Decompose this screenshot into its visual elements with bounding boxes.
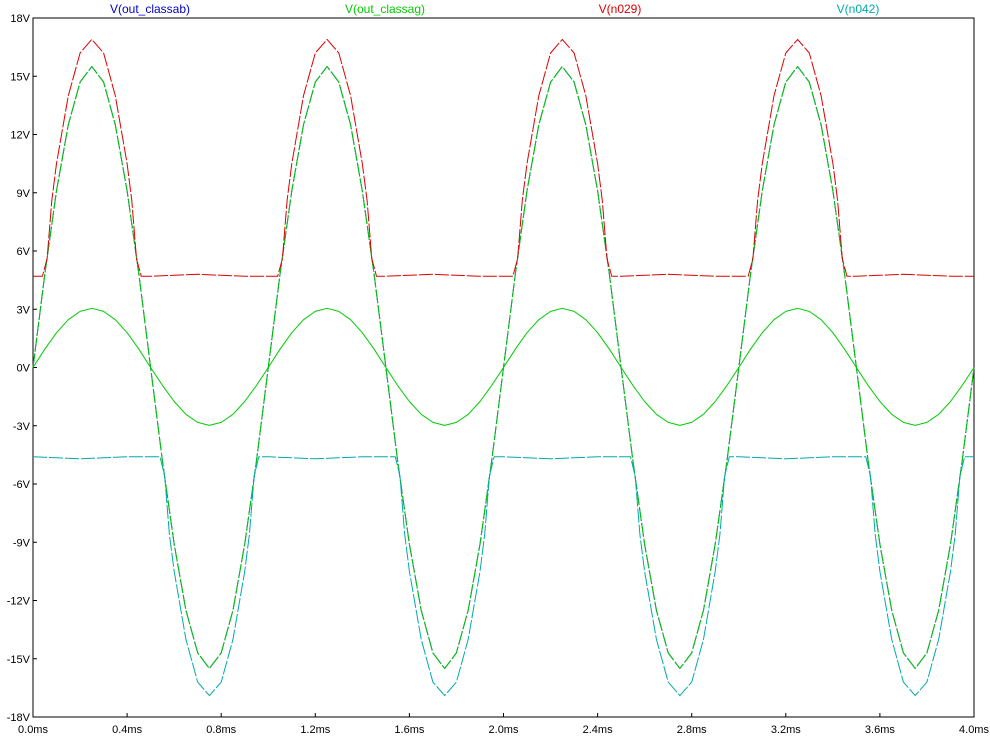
y-tick-label: 15V xyxy=(10,71,30,83)
x-tick-label: 3.6ms xyxy=(865,724,895,736)
x-tick-label: 0.8ms xyxy=(206,724,236,736)
x-tick-label: 4.0ms xyxy=(959,724,989,736)
x-tick-label: 0.4ms xyxy=(112,724,142,736)
y-tick-label: 18V xyxy=(10,13,30,25)
y-tick-label: -3V xyxy=(13,421,31,433)
series-line-v-n042--4 xyxy=(32,456,974,697)
x-tick-label: 3.2ms xyxy=(771,724,801,736)
y-tick-label: -18V xyxy=(7,712,31,724)
y-tick-label: -12V xyxy=(7,596,31,608)
legend-label-v-n042: V(n042) xyxy=(837,2,880,16)
y-tick-label: 9V xyxy=(17,188,31,200)
x-tick-label: 1.2ms xyxy=(300,724,330,736)
series-line-v-out-classag--2 xyxy=(32,307,975,426)
x-tick-label: 2.4ms xyxy=(583,724,613,736)
x-tick-label: 1.6ms xyxy=(394,724,424,736)
y-tick-label: -6V xyxy=(13,479,31,491)
legend: V(out_classab) V(out_classag) V(n029) V(… xyxy=(110,2,879,16)
legend-label-v-n029: V(n029) xyxy=(599,2,642,16)
legend-label-v-out-classab: V(out_classab) xyxy=(110,2,190,16)
y-tick-label: 12V xyxy=(10,130,30,142)
legend-label-v-out-classag: V(out_classag) xyxy=(345,2,425,16)
x-tick-label: 2.8ms xyxy=(677,724,707,736)
y-tick-label: 6V xyxy=(17,246,31,258)
y-axis: 18V 15V 12V 9V 6V 3V 0V -3V -6V -9V -12V -15V -18V xyxy=(7,13,37,724)
series-layer xyxy=(32,38,975,697)
y-tick-label: -15V xyxy=(7,654,31,666)
x-tick-label: 2.0ms xyxy=(489,724,519,736)
x-axis: 0.0ms 0.4ms 0.8ms 1.2ms 1.6ms 2.0ms 2.4ms 2.8ms… xyxy=(18,713,989,736)
series-line-v-n029--3 xyxy=(33,38,974,277)
y-tick-label: 0V xyxy=(17,363,31,375)
x-tick-label: 0.0ms xyxy=(18,724,48,736)
y-tick-label: -9V xyxy=(13,537,31,549)
y-tick-label: 3V xyxy=(17,304,31,316)
